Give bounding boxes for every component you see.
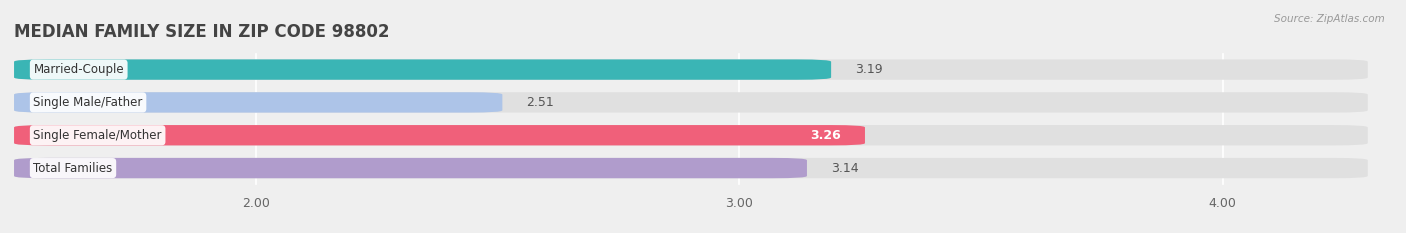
- FancyBboxPatch shape: [14, 59, 1368, 80]
- Text: 2.51: 2.51: [526, 96, 554, 109]
- Text: Total Families: Total Families: [34, 161, 112, 175]
- Text: 3.14: 3.14: [831, 161, 859, 175]
- FancyBboxPatch shape: [14, 158, 807, 178]
- FancyBboxPatch shape: [14, 125, 865, 145]
- FancyBboxPatch shape: [14, 92, 502, 113]
- FancyBboxPatch shape: [14, 92, 1368, 113]
- Text: 3.26: 3.26: [810, 129, 841, 142]
- Text: Single Female/Mother: Single Female/Mother: [34, 129, 162, 142]
- Text: Source: ZipAtlas.com: Source: ZipAtlas.com: [1274, 14, 1385, 24]
- Text: Single Male/Father: Single Male/Father: [34, 96, 143, 109]
- FancyBboxPatch shape: [14, 158, 1368, 178]
- Text: 3.19: 3.19: [855, 63, 883, 76]
- FancyBboxPatch shape: [14, 59, 831, 80]
- Text: Married-Couple: Married-Couple: [34, 63, 124, 76]
- FancyBboxPatch shape: [14, 125, 1368, 145]
- Text: MEDIAN FAMILY SIZE IN ZIP CODE 98802: MEDIAN FAMILY SIZE IN ZIP CODE 98802: [14, 23, 389, 41]
